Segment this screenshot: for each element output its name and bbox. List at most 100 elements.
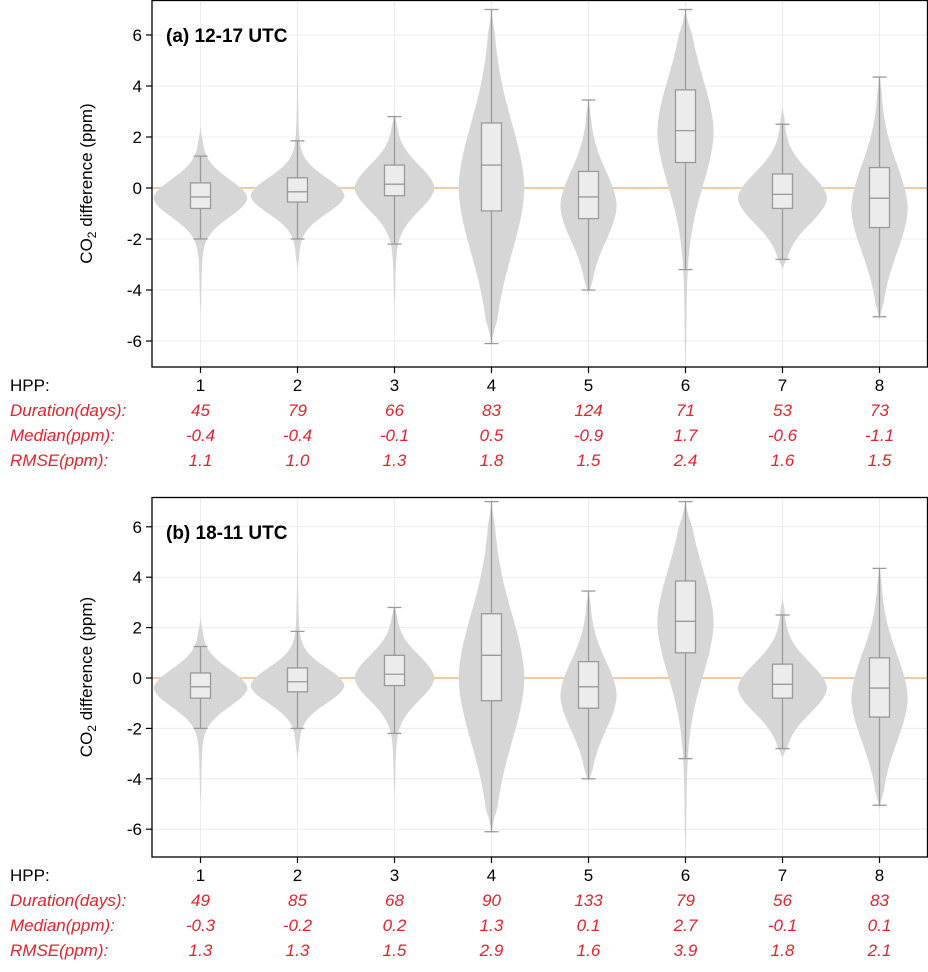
ytick-label: -4 bbox=[127, 770, 142, 789]
box-hpp-4 bbox=[480, 122, 503, 212]
rmse-value: 1.3 bbox=[383, 451, 407, 470]
rmse-value: 2.4 bbox=[673, 451, 698, 470]
median-value: 2.7 bbox=[673, 916, 698, 935]
ytick-label: 4 bbox=[133, 568, 142, 587]
ytick-label: 2 bbox=[133, 619, 142, 638]
rmse-value: 1.3 bbox=[189, 941, 213, 960]
xtick-label: 8 bbox=[875, 376, 884, 395]
duration-value: 79 bbox=[288, 401, 307, 420]
ytick-label: 2 bbox=[133, 128, 142, 147]
row-label-median: Median(ppm): bbox=[10, 916, 115, 935]
box-hpp-6 bbox=[674, 89, 697, 164]
box-hpp-2 bbox=[286, 667, 309, 693]
box-hpp-1 bbox=[189, 672, 212, 699]
xtick-label: 3 bbox=[390, 866, 399, 885]
median-value: -0.6 bbox=[768, 426, 798, 445]
rmse-value: 1.5 bbox=[577, 451, 601, 470]
rmse-value: 1.1 bbox=[189, 451, 213, 470]
xtick-label: 5 bbox=[584, 376, 593, 395]
rmse-value: 2.9 bbox=[479, 941, 504, 960]
xtick-label: 6 bbox=[681, 866, 690, 885]
duration-value: 71 bbox=[676, 401, 695, 420]
rmse-value: 1.0 bbox=[286, 451, 310, 470]
panel-title: (b) 18-11 UTC bbox=[166, 523, 288, 544]
median-value: -0.3 bbox=[186, 916, 216, 935]
box-hpp-3 bbox=[383, 164, 406, 197]
rmse-value: 2.1 bbox=[867, 941, 892, 960]
xtick-label: 7 bbox=[778, 376, 787, 395]
rmse-value: 1.6 bbox=[577, 941, 601, 960]
xtick-label: 6 bbox=[681, 376, 690, 395]
median-value: -0.9 bbox=[574, 426, 604, 445]
median-value: 0.1 bbox=[577, 916, 601, 935]
xtick-label: 2 bbox=[293, 866, 302, 885]
box-hpp-5 bbox=[577, 660, 600, 709]
median-value: 1.7 bbox=[674, 426, 698, 445]
rmse-value: 1.5 bbox=[868, 451, 892, 470]
duration-value: 90 bbox=[482, 891, 501, 910]
ytick-label: -2 bbox=[127, 230, 142, 249]
ytick-label: 6 bbox=[133, 518, 142, 537]
median-value: 0.5 bbox=[480, 426, 504, 445]
rmse-value: 3.9 bbox=[674, 941, 698, 960]
box-hpp-7 bbox=[771, 173, 794, 210]
rmse-value: 1.6 bbox=[771, 451, 795, 470]
duration-value: 79 bbox=[676, 891, 695, 910]
median-value: -0.4 bbox=[186, 426, 215, 445]
row-label-median: Median(ppm): bbox=[10, 426, 115, 445]
median-value: 0.1 bbox=[868, 916, 892, 935]
row-label-hpp: HPP: bbox=[10, 866, 50, 885]
box-hpp-6 bbox=[674, 580, 697, 654]
ytick-label: 4 bbox=[133, 77, 142, 96]
plot-area bbox=[153, 8, 908, 367]
median-value: -0.2 bbox=[283, 916, 313, 935]
ytick-label: 0 bbox=[133, 669, 142, 688]
duration-value: 56 bbox=[773, 891, 792, 910]
median-value: -0.1 bbox=[380, 426, 409, 445]
median-value: 1.3 bbox=[480, 916, 504, 935]
xtick-label: 3 bbox=[390, 376, 399, 395]
panel-title: (a) 12-17 UTC bbox=[166, 26, 288, 47]
ytick-label: -6 bbox=[127, 332, 142, 351]
duration-value: 66 bbox=[385, 401, 404, 420]
ytick-label: -6 bbox=[127, 820, 142, 839]
ytick-label: -4 bbox=[127, 281, 142, 300]
median-value: -0.1 bbox=[768, 916, 797, 935]
row-label-rmse: RMSE(ppm): bbox=[10, 451, 109, 470]
row-label-duration: Duration(days): bbox=[10, 891, 126, 910]
duration-value: 83 bbox=[870, 891, 889, 910]
xtick-label: 5 bbox=[584, 866, 593, 885]
box-hpp-3 bbox=[383, 654, 406, 687]
xtick-label: 8 bbox=[875, 866, 884, 885]
duration-value: 83 bbox=[482, 401, 501, 420]
box-hpp-7 bbox=[771, 663, 794, 699]
row-label-rmse: RMSE(ppm): bbox=[10, 941, 109, 960]
ytick-label: -2 bbox=[127, 719, 142, 738]
xtick-label: 4 bbox=[487, 376, 496, 395]
median-value: 0.2 bbox=[383, 916, 407, 935]
median-value: -0.4 bbox=[283, 426, 312, 445]
xtick-label: 2 bbox=[293, 376, 302, 395]
duration-value: 133 bbox=[574, 891, 603, 910]
duration-value: 53 bbox=[773, 401, 792, 420]
row-label-duration: Duration(days): bbox=[10, 401, 126, 420]
box-hpp-2 bbox=[286, 177, 309, 203]
xtick-label: 1 bbox=[196, 376, 205, 395]
duration-value: 45 bbox=[191, 401, 210, 420]
box-hpp-5 bbox=[577, 170, 600, 220]
y-axis-label: CO2 difference (ppm) bbox=[77, 597, 99, 757]
duration-value: 68 bbox=[385, 891, 404, 910]
y-axis-label: CO2 difference (ppm) bbox=[77, 103, 99, 263]
rmse-value: 1.5 bbox=[383, 941, 407, 960]
median-value: -1.1 bbox=[865, 426, 894, 445]
rmse-value: 1.3 bbox=[286, 941, 310, 960]
duration-value: 85 bbox=[288, 891, 307, 910]
rmse-value: 1.8 bbox=[480, 451, 504, 470]
xtick-label: 7 bbox=[778, 866, 787, 885]
row-label-hpp: HPP: bbox=[10, 376, 50, 395]
plot-area bbox=[153, 500, 908, 855]
box-hpp-4 bbox=[480, 613, 503, 702]
